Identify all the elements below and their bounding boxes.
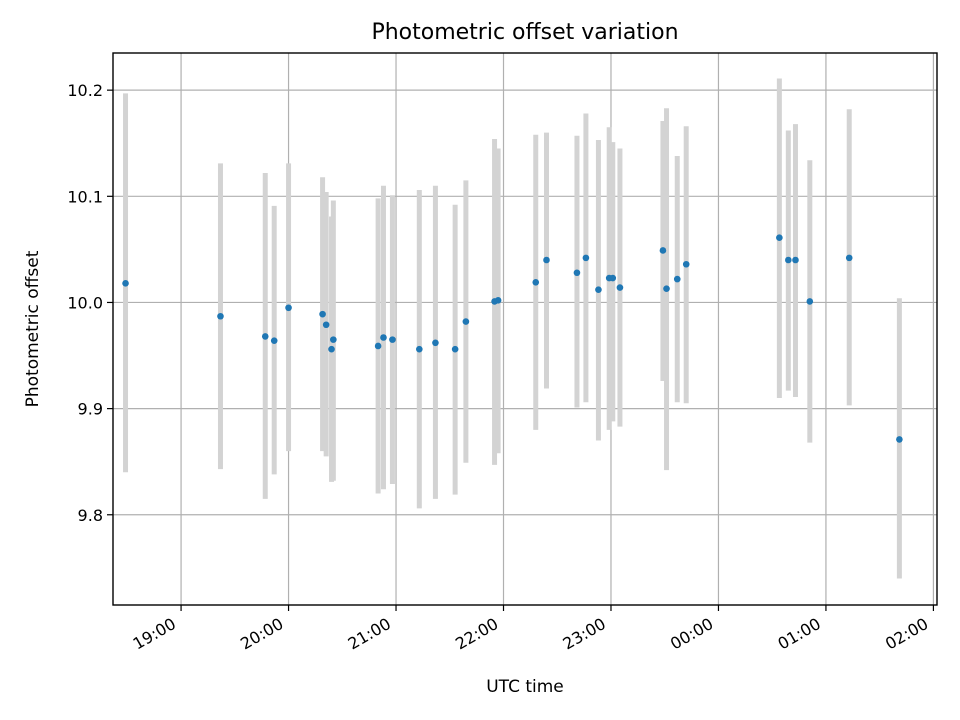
data-point — [270, 337, 278, 344]
y-tick-label: 10.1 — [67, 187, 103, 206]
data-point — [595, 286, 602, 294]
y-gridlines — [113, 89, 937, 516]
data-point — [494, 297, 502, 304]
axes-frame — [112, 52, 938, 606]
data-point — [845, 254, 853, 262]
data-point — [532, 278, 540, 286]
plot-area — [113, 53, 937, 605]
data-point — [792, 256, 799, 264]
data-point — [462, 318, 470, 325]
data-point — [806, 298, 814, 305]
y-tick-label: 9.8 — [78, 506, 103, 525]
data-point — [261, 333, 269, 340]
data-point — [896, 436, 903, 443]
data-point — [122, 280, 129, 287]
data-point — [785, 256, 792, 264]
data-point — [380, 334, 387, 341]
chart-title: Photometric offset variation — [371, 20, 678, 45]
data-point — [451, 345, 459, 353]
data-point — [374, 342, 382, 350]
data-point — [330, 336, 337, 343]
data-points — [122, 234, 903, 443]
data-point — [682, 260, 690, 268]
data-point — [616, 284, 624, 291]
y-tick-label: 9.9 — [78, 400, 103, 419]
data-point — [432, 339, 439, 347]
data-point — [582, 254, 590, 262]
data-point — [659, 247, 667, 254]
data-point — [322, 321, 330, 329]
data-point — [328, 345, 335, 353]
data-point — [543, 256, 550, 264]
data-point — [673, 275, 681, 283]
data-point — [389, 336, 396, 343]
data-point — [609, 274, 617, 282]
data-point — [217, 312, 224, 320]
x-axis-label: UTC time — [486, 677, 564, 697]
data-point — [573, 269, 581, 277]
data-point — [416, 345, 423, 353]
y-axis-label: Photometric offset — [23, 250, 43, 407]
data-point — [285, 304, 292, 312]
y-tick-label: 10.2 — [67, 81, 103, 100]
data-point — [319, 310, 326, 318]
data-point — [776, 234, 783, 242]
data-point — [663, 285, 670, 292]
y-axis-ticks: 9.8 9.9 10.0 10.1 10.2 — [67, 81, 113, 525]
y-tick-label: 10.0 — [67, 293, 103, 312]
